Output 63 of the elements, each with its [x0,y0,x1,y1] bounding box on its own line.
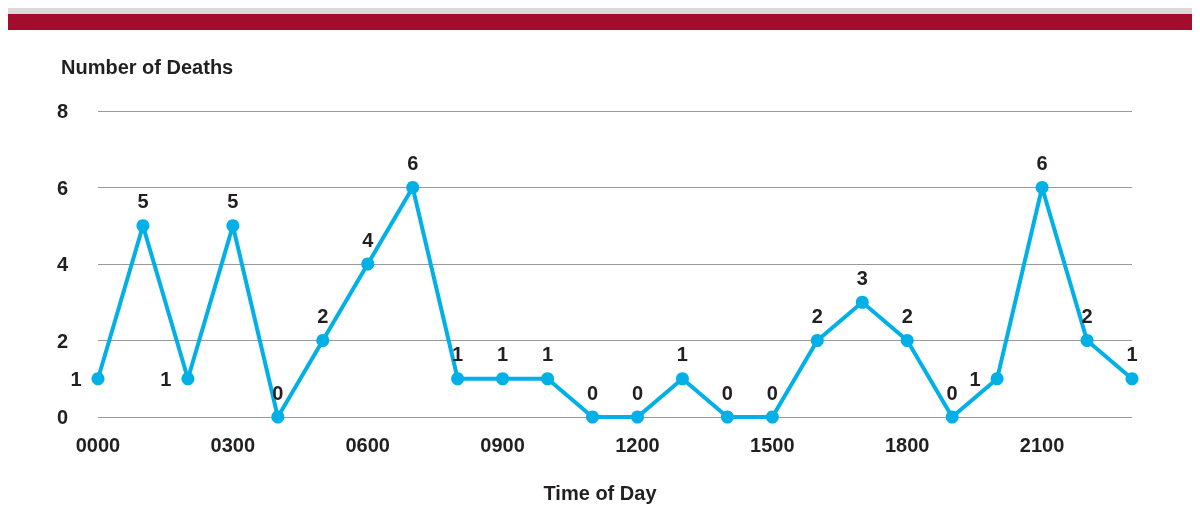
data-label: 3 [856,266,868,289]
y-axis-title: Number of Deaths [61,56,234,78]
data-label: 1 [676,343,688,366]
data-label: 2 [901,305,913,327]
point [451,372,465,386]
data-label: 1 [160,367,172,390]
point [181,372,195,386]
point [316,334,330,347]
point [136,219,150,233]
point [1080,334,1094,347]
data-label: 0 [631,381,644,404]
point [810,334,824,347]
data-label: 0 [721,381,733,404]
data-label: 0 [586,381,599,404]
point [496,372,510,386]
x-tick-label: 0900 [480,434,525,456]
point [1125,372,1139,386]
data-label: 1 [497,343,509,366]
point [630,410,644,424]
point [720,410,734,424]
data-label: 1 [452,343,464,366]
data-label: 0 [272,381,284,404]
point [541,372,555,386]
point [91,372,105,386]
point [855,295,869,309]
y-tick-label: 0 [56,406,68,428]
x-axis-title: Time of Day [543,482,658,504]
data-label: 6 [407,152,419,174]
data-label: 0 [766,381,778,404]
point [406,181,420,194]
data-label: 6 [1036,152,1048,174]
point [226,219,240,233]
point [1035,181,1049,194]
y-tick-label: 8 [56,100,68,122]
point [765,410,779,424]
data-label: 5 [227,190,239,213]
point [586,410,600,424]
point [271,410,285,424]
data-label: 2 [811,305,823,327]
data-label: 1 [1126,343,1138,366]
y-tick-label: 4 [56,253,69,275]
data-label: 5 [137,190,149,213]
point [675,372,689,386]
data-label: 1 [969,367,981,390]
data-label: 0 [946,381,958,404]
x-tick-label: 0300 [210,434,256,456]
x-tick-label: 1500 [750,434,795,456]
data-label: 2 [1081,305,1093,327]
y-tick-label: 2 [56,329,68,352]
x-tick-label: 0000 [75,434,121,456]
data-label: 4 [362,228,375,251]
x-tick-label: 0600 [345,434,390,456]
x-tick-label: 1800 [884,434,930,456]
point [990,372,1004,386]
data-label: 1 [542,343,554,366]
point [945,410,959,424]
y-tick-label: 6 [56,176,68,199]
data-label: 2 [317,305,329,327]
data-label: 1 [70,367,82,390]
x-tick-label: 1200 [615,434,660,456]
point [361,257,375,271]
x-tick-label: 2100 [1019,434,1065,456]
point [900,334,914,347]
